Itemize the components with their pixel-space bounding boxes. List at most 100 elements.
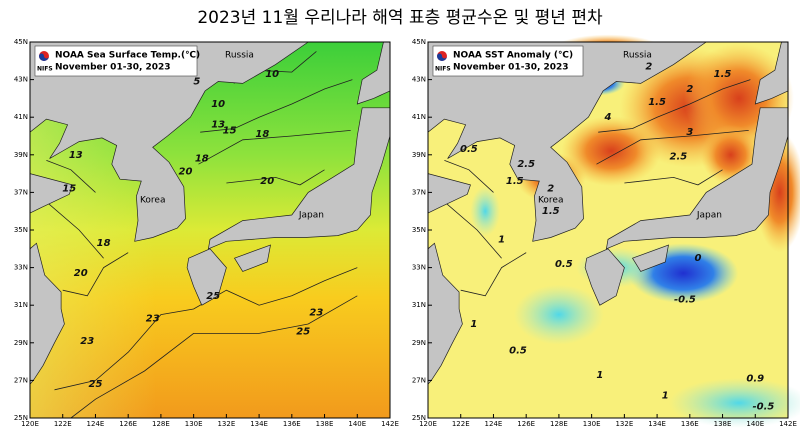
contour-label: 1 bbox=[470, 319, 477, 330]
land bbox=[186, 248, 227, 306]
contour-label: 13 bbox=[69, 150, 83, 161]
anomaly-patch bbox=[513, 284, 604, 345]
contour-label: 0.5 bbox=[460, 144, 478, 155]
anomaly-patch bbox=[561, 116, 662, 187]
lat-label: 41N bbox=[14, 113, 28, 121]
contour-label: 13 bbox=[211, 120, 225, 131]
contour-line bbox=[46, 201, 104, 259]
lat-label: 25N bbox=[412, 414, 426, 422]
lat-label: 43N bbox=[412, 76, 426, 84]
contour-line bbox=[200, 79, 353, 133]
lat-label: 31N bbox=[412, 301, 426, 309]
contour-label: 10 bbox=[211, 99, 225, 110]
contour-label: 1.5 bbox=[542, 206, 560, 217]
contour-label: -0.5 bbox=[674, 295, 696, 306]
contour-label: 2 bbox=[547, 184, 554, 195]
contour-line bbox=[598, 79, 751, 133]
contour-label: 23 bbox=[146, 313, 160, 324]
lon-label: 130E bbox=[583, 420, 601, 428]
contour-line bbox=[444, 160, 494, 193]
contour-label: 1 bbox=[596, 370, 603, 381]
contour-label: 0.9 bbox=[746, 374, 764, 385]
page-title: 2023년 11월 우리나라 해역 표층 평균수온 및 평년 편차 bbox=[197, 8, 603, 28]
anomaly-patch bbox=[470, 186, 501, 237]
contour-label: 25 bbox=[296, 327, 310, 338]
place-name: Japan bbox=[298, 210, 324, 220]
lat-label: 29N bbox=[412, 339, 426, 347]
lon-label: 136E bbox=[681, 420, 699, 428]
contour-label: 15 bbox=[223, 125, 237, 136]
lon-label: 132E bbox=[217, 420, 235, 428]
lon-label: 126E bbox=[119, 420, 137, 428]
lon-label: 128E bbox=[152, 420, 170, 428]
contour-label: -0.5 bbox=[753, 402, 775, 413]
contour-label: 0 bbox=[695, 253, 702, 264]
legend-title: NOAA SST Anomaly (℃) bbox=[453, 51, 573, 61]
contour-label: 10 bbox=[265, 69, 279, 80]
lat-label: 37N bbox=[14, 188, 28, 196]
contour-label: 5 bbox=[193, 76, 200, 87]
lat-label: 25N bbox=[14, 414, 28, 422]
contour-label: 0.5 bbox=[555, 259, 573, 270]
place-name: Japan bbox=[696, 210, 722, 220]
contour-label: 0.5 bbox=[509, 345, 527, 356]
contour-label: 1.5 bbox=[506, 176, 524, 187]
contour-label: 3 bbox=[686, 127, 693, 138]
contour-label: 1 bbox=[498, 234, 505, 245]
land bbox=[631, 244, 669, 272]
contour-label: 2.5 bbox=[670, 152, 688, 163]
contour-line bbox=[198, 130, 351, 165]
contour-label: 15 bbox=[62, 184, 76, 195]
place-name: Korea bbox=[538, 195, 564, 205]
lat-label: 45N bbox=[412, 38, 426, 46]
lat-label: 31N bbox=[14, 301, 28, 309]
lon-label: 120E bbox=[419, 420, 437, 428]
lat-label: 33N bbox=[412, 264, 426, 272]
lat-label: 39N bbox=[14, 151, 28, 159]
land bbox=[427, 41, 708, 242]
contour-label: 1 bbox=[662, 390, 669, 401]
lon-label: 128E bbox=[550, 420, 568, 428]
lat-label: 27N bbox=[14, 376, 28, 384]
legend-title: NOAA Sea Surface Temp.(℃) bbox=[55, 51, 200, 61]
contour-label: 2 bbox=[686, 84, 693, 95]
lat-label: 27N bbox=[412, 376, 426, 384]
lon-label: 122E bbox=[54, 420, 72, 428]
contour-label: 23 bbox=[80, 336, 94, 347]
lon-label: 124E bbox=[87, 420, 105, 428]
contour-label: 25 bbox=[88, 379, 102, 390]
contour-label: 20 bbox=[178, 167, 192, 178]
place-name: Russia bbox=[225, 51, 254, 61]
land bbox=[29, 242, 65, 386]
contour-label: 23 bbox=[309, 308, 323, 319]
lat-label: 41N bbox=[412, 113, 426, 121]
logo-mark bbox=[437, 53, 447, 61]
lat-label: 37N bbox=[412, 188, 426, 196]
land bbox=[29, 41, 310, 242]
contour-label: 25 bbox=[206, 291, 220, 302]
land bbox=[427, 242, 463, 386]
place-name: Korea bbox=[140, 195, 166, 205]
lat-label: 43N bbox=[14, 76, 28, 84]
lon-label: 134E bbox=[648, 420, 666, 428]
lat-label: 29N bbox=[14, 339, 28, 347]
lat-label: 33N bbox=[14, 264, 28, 272]
contour-line bbox=[70, 295, 358, 419]
legend-box bbox=[432, 45, 584, 77]
lon-label: 120E bbox=[21, 420, 39, 428]
lon-label: 134E bbox=[250, 420, 268, 428]
contour-label: 2.5 bbox=[517, 159, 535, 170]
contour-label: 18 bbox=[255, 129, 269, 140]
lon-label: 122E bbox=[452, 420, 470, 428]
contour-line bbox=[226, 169, 325, 186]
contour-label: 18 bbox=[195, 154, 209, 165]
contour-label: 20 bbox=[260, 176, 274, 187]
logo-text: NIFS bbox=[37, 66, 53, 73]
place-name: Russia bbox=[623, 51, 652, 61]
legend-period: November 01-30, 2023 bbox=[453, 63, 569, 73]
contour-label: 1.5 bbox=[648, 97, 666, 108]
contour-line bbox=[460, 252, 527, 297]
